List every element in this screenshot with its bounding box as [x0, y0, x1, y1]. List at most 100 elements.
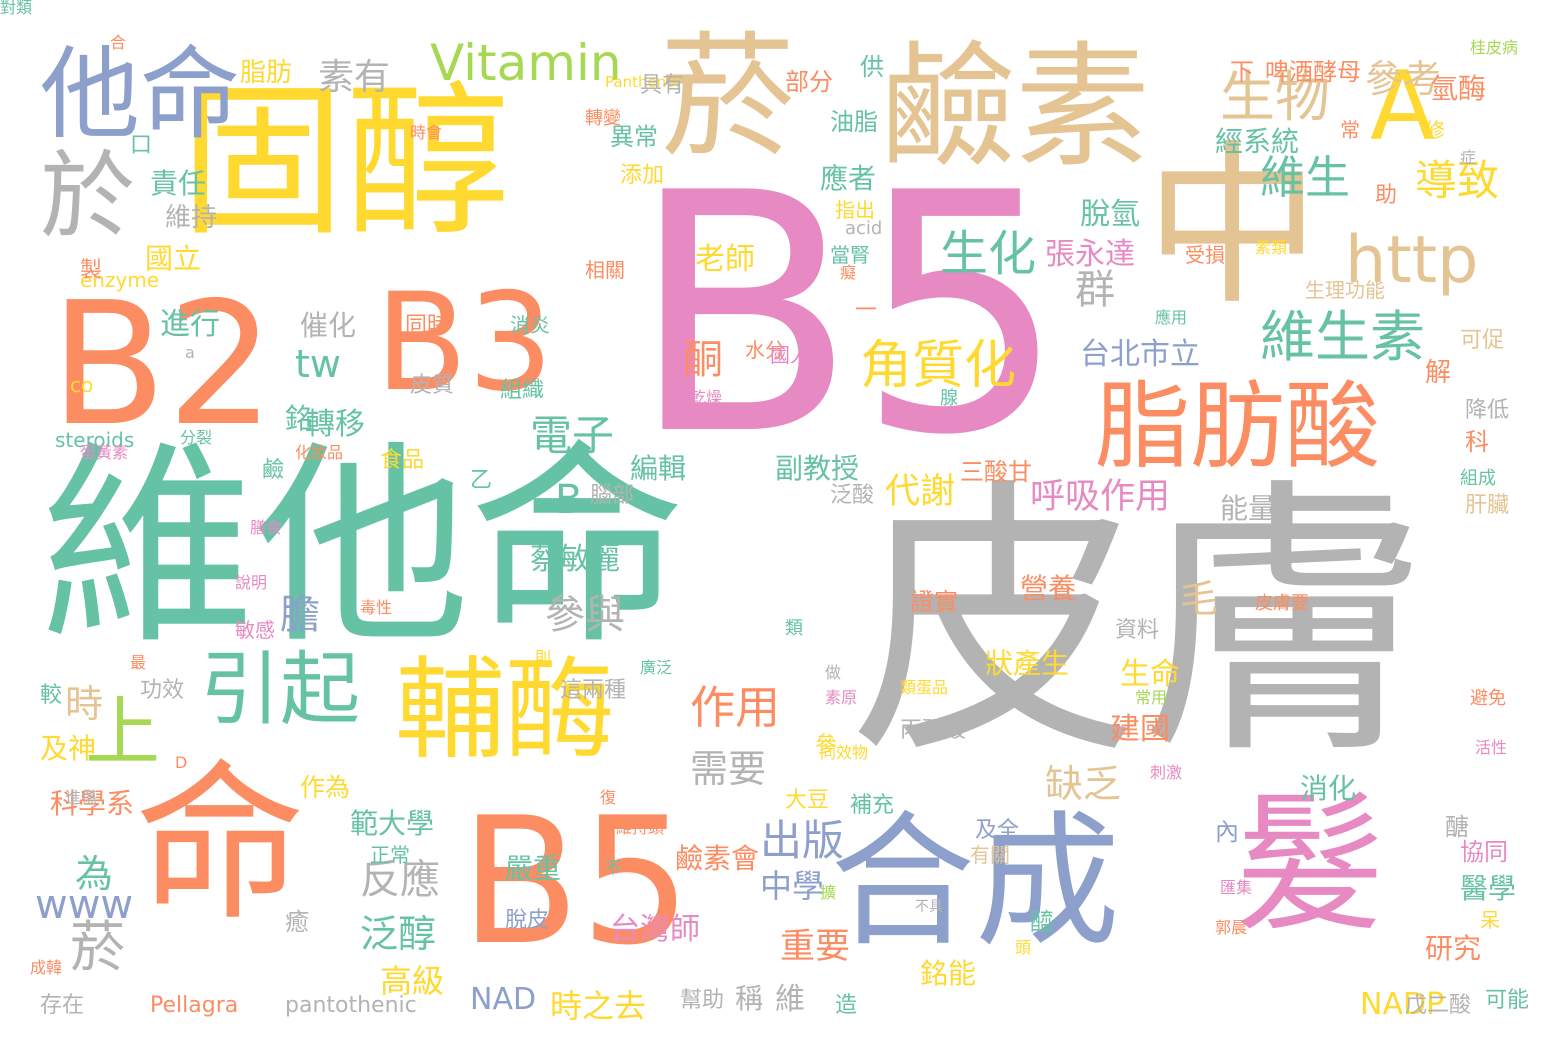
- word-cloud-word: 編輯: [630, 452, 687, 485]
- word-cloud-word: 反應: [360, 857, 440, 903]
- word-cloud-word: 維生: [1260, 151, 1351, 204]
- word-cloud-word: enzyme: [80, 268, 160, 292]
- word-cloud-word: 科學系: [50, 787, 135, 820]
- word-cloud-word: 可促: [1460, 328, 1505, 353]
- word-cloud-word: 他命: [40, 36, 240, 153]
- word-cloud-word: NAD: [470, 982, 537, 1017]
- word-cloud-word: 轉變: [585, 108, 621, 129]
- word-cloud-word: 鹼素會: [675, 842, 760, 875]
- word-cloud-word: 營養: [1020, 572, 1077, 605]
- word-cloud-word: 研究: [1425, 932, 1482, 965]
- word-cloud-word: 廣泛: [640, 658, 673, 677]
- word-cloud-word: 腺: [940, 388, 958, 409]
- word-cloud-word: 當腎: [830, 243, 870, 267]
- word-cloud-word: 類蛋品: [900, 678, 949, 697]
- word-cloud-word: 匯集: [1220, 878, 1253, 897]
- word-cloud-word: 口: [130, 133, 153, 158]
- word-cloud-word: 輔酶: [395, 646, 615, 774]
- word-cloud-word: tw: [295, 342, 341, 386]
- word-cloud-word: 進傷: [65, 788, 98, 807]
- word-cloud-word: 責任: [150, 167, 207, 200]
- word-cloud-word: 銘能: [920, 957, 977, 990]
- word-cloud-word: pantothenic: [285, 993, 417, 1018]
- word-cloud-word: 做: [825, 663, 842, 682]
- word-cloud-word: 不: [605, 858, 622, 877]
- word-cloud-word: 合: [110, 33, 127, 52]
- word-cloud-word: 正常: [370, 843, 410, 867]
- word-cloud-word: 可維持頭: [600, 818, 665, 837]
- word-cloud-word: 消化: [1300, 772, 1357, 805]
- word-cloud-word: 醣: [1445, 813, 1469, 841]
- word-cloud-word: 最: [130, 653, 147, 672]
- word-cloud-word: 稱: [735, 982, 764, 1015]
- word-cloud-word: 醯: [1030, 908, 1054, 936]
- word-cloud-word: 腦部: [590, 483, 635, 508]
- word-cloud-word: 素原: [825, 688, 858, 707]
- word-cloud-word: 電子: [530, 411, 615, 460]
- word-cloud-word: acid: [845, 218, 883, 239]
- word-cloud-word: 能量: [1220, 492, 1277, 525]
- word-cloud-word: 部分: [785, 68, 833, 96]
- word-cloud-word: 維生素: [1260, 305, 1426, 369]
- word-cloud-word: 組成: [1460, 468, 1496, 489]
- word-cloud-word: 助: [1375, 183, 1398, 208]
- word-cloud-word: 呆: [1480, 908, 1500, 932]
- word-cloud-word: www: [35, 882, 134, 928]
- word-cloud-word: 合成: [830, 798, 1120, 967]
- word-cloud-word: 消炎: [510, 313, 550, 337]
- word-cloud-word: 乾燥: [690, 388, 723, 407]
- word-cloud-word: 泛醇: [360, 912, 437, 956]
- word-cloud-word: 菸: [70, 915, 126, 979]
- word-cloud-word: 大豆: [785, 788, 830, 813]
- word-cloud-word: 癒: [285, 908, 309, 936]
- word-cloud-word: Pellagra: [150, 993, 239, 1018]
- word-cloud-word: 及全: [975, 818, 1020, 843]
- word-cloud-word: co: [70, 373, 94, 397]
- word-cloud-word: 化妝品: [295, 443, 344, 462]
- word-cloud-word: 維他命: [40, 422, 685, 673]
- word-cloud-word: 皮質: [410, 373, 455, 398]
- word-cloud-word: 建國: [1110, 712, 1170, 747]
- word-cloud-word: 張永達: [1045, 237, 1135, 272]
- word-cloud-word: 膽: [280, 592, 320, 638]
- word-cloud-word: 群: [1075, 267, 1115, 313]
- word-cloud-word: 副教授: [775, 452, 860, 485]
- word-cloud-word: 重要: [780, 927, 851, 967]
- word-cloud-word: 降低: [1465, 398, 1510, 423]
- word-cloud-word: 皮膚: [850, 456, 1430, 793]
- word-cloud-word: 內: [1215, 818, 1239, 846]
- word-cloud-word: 生理功能: [1305, 278, 1385, 302]
- word-cloud-word: 脫氫: [1080, 197, 1140, 232]
- word-cloud-word: 同時: [405, 313, 450, 338]
- word-cloud-word: 有關: [970, 843, 1010, 867]
- word-cloud-word: 製: [80, 258, 103, 283]
- word-cloud-word: steroids: [55, 428, 135, 452]
- word-cloud-word: 相關: [585, 258, 625, 282]
- word-cloud-word: 維: [775, 982, 805, 1017]
- word-cloud-word: 台北市立: [1080, 337, 1200, 372]
- word-cloud-word: 指出: [835, 198, 875, 222]
- word-cloud-word: 下: [1230, 58, 1254, 86]
- word-cloud-word: 避免: [1470, 688, 1506, 709]
- word-cloud-word: 症: [1460, 148, 1477, 167]
- word-cloud-word: 代謝: [885, 472, 956, 512]
- word-cloud-word: 及神: [40, 732, 97, 765]
- word-cloud-word: 參考: [1365, 57, 1442, 101]
- word-cloud-word: 菸: [660, 19, 795, 176]
- word-cloud-word: 缺乏: [1045, 762, 1122, 806]
- word-cloud-word: 嚴重: [505, 852, 562, 885]
- word-cloud-word: 蔡敏麗: [530, 542, 620, 577]
- word-cloud-word: B: [555, 477, 583, 523]
- word-cloud-word: 需要: [690, 747, 767, 791]
- word-cloud-word: 資料: [1115, 618, 1160, 643]
- word-cloud-word: 科: [1465, 428, 1489, 456]
- word-cloud-word: 補充: [850, 793, 895, 818]
- word-cloud-word: 銘: [285, 402, 314, 435]
- word-cloud-word: NADP: [1360, 987, 1445, 1022]
- word-cloud-word: 肝臟: [1465, 493, 1510, 518]
- word-cloud-word: 丙酮酸: [900, 718, 967, 743]
- word-cloud-word: 老師: [695, 242, 755, 277]
- word-cloud-word: 造: [835, 993, 858, 1018]
- word-cloud-word: 範大學: [350, 807, 435, 840]
- word-cloud-word: 異常: [610, 123, 658, 151]
